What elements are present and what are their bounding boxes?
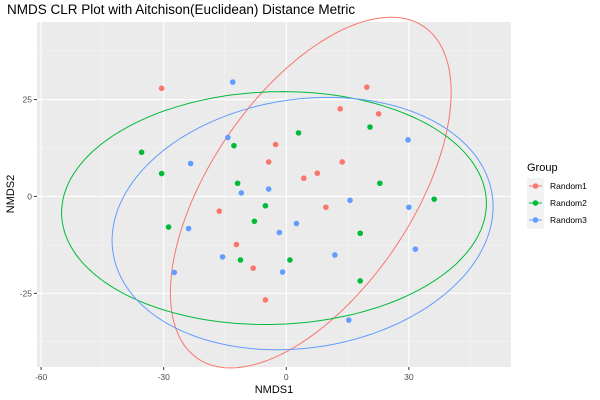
point-random2 [138, 149, 145, 156]
point-random3 [276, 229, 283, 236]
points [138, 79, 437, 323]
point-random1 [250, 265, 256, 271]
point-random3 [347, 197, 353, 204]
point-random2 [367, 124, 373, 130]
point-random3 [185, 225, 192, 232]
point-random1 [337, 106, 343, 112]
legend-key-point [532, 217, 539, 223]
x-tick-label: 30 [404, 372, 414, 382]
point-random3 [293, 220, 300, 227]
point-random3 [229, 79, 236, 85]
legend-label-random2: Random2 [550, 198, 587, 208]
x-axis-ticks: -60 -30 0 30 [35, 367, 414, 382]
ellipse-random2 [61, 91, 487, 325]
point-random1 [265, 159, 272, 165]
y-axis-ticks: -25 0 25 [20, 95, 37, 298]
point-random2 [287, 257, 293, 263]
point-random1 [339, 159, 346, 165]
y-tick-label: -25 [20, 288, 33, 298]
x-tick-label: -60 [35, 372, 48, 382]
y-tick-label: 25 [23, 95, 33, 105]
point-random3 [219, 254, 226, 260]
point-random3 [405, 137, 411, 143]
grid-minor [37, 22, 511, 367]
point-random1 [216, 208, 223, 214]
point-random2 [165, 224, 172, 230]
point-random3 [225, 134, 231, 141]
point-random3 [279, 269, 286, 275]
point-random2 [377, 180, 383, 187]
ellipse-random1 [169, 16, 452, 369]
x-tick-label: 0 [284, 372, 289, 382]
point-random3 [238, 190, 245, 196]
point-random2 [251, 218, 258, 225]
point-random1 [301, 175, 307, 182]
point-random1 [262, 297, 269, 303]
point-random2 [357, 278, 364, 284]
point-random1 [272, 141, 279, 148]
y-tick-label: 0 [27, 191, 32, 201]
point-random2 [231, 142, 237, 149]
point-random1 [363, 84, 370, 90]
point-random3 [406, 204, 412, 211]
legend-key-point [532, 183, 539, 189]
legend-label-random1: Random1 [550, 181, 587, 191]
point-random2 [158, 170, 165, 177]
point-random2 [234, 180, 241, 187]
point-random2 [431, 196, 437, 202]
point-random1 [314, 170, 321, 176]
point-random3 [265, 186, 272, 192]
ellipse-random3 [111, 96, 494, 351]
plot-panel [37, 22, 511, 367]
point-random1 [158, 85, 165, 92]
point-random1 [375, 111, 382, 117]
legend: Group Random1 Random2 Random3 [527, 162, 587, 229]
point-random2 [262, 202, 269, 209]
point-random2 [357, 230, 364, 237]
x-tick-label: -30 [158, 372, 171, 382]
legend-key-point [532, 200, 539, 206]
point-random1 [323, 204, 329, 211]
point-random3 [187, 160, 194, 167]
point-random3 [412, 246, 419, 252]
legend-label-random3: Random3 [550, 215, 587, 225]
chart-title: NMDS CLR Plot with Aitchison(Euclidean) … [7, 2, 355, 17]
y-axis-label: NMDS2 [5, 175, 17, 214]
legend-title: Group [527, 162, 558, 174]
point-random2 [237, 257, 244, 263]
point-random3 [332, 252, 338, 258]
point-random1 [233, 241, 240, 248]
ellipses [61, 16, 494, 369]
x-axis-label: NMDS1 [255, 384, 294, 396]
point-random3 [171, 269, 178, 276]
point-random2 [295, 130, 302, 136]
point-random3 [345, 317, 352, 323]
